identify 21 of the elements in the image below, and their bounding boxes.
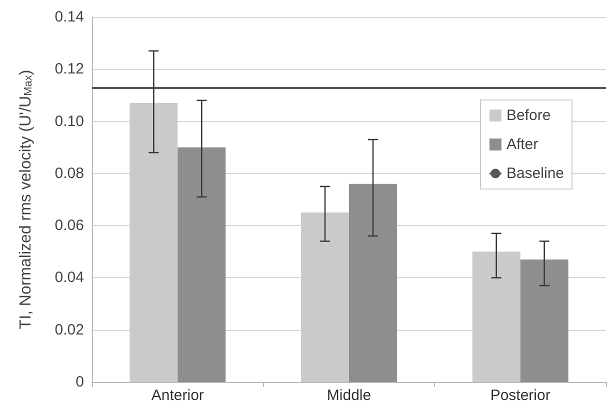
- y-tick-label: 0.12: [54, 60, 84, 78]
- y-tick-label: 0.10: [54, 112, 84, 130]
- x-tick-label: Anterior: [151, 387, 204, 404]
- y-axis-title: TI, Normalized rms velocity (U'/UMax): [18, 70, 34, 330]
- bar: [130, 103, 178, 382]
- bar: [178, 147, 226, 382]
- x-tick-label: Middle: [326, 387, 372, 404]
- bar: [301, 212, 349, 382]
- y-tick-label: 0.04: [54, 269, 84, 286]
- legend-label: Before: [506, 107, 551, 124]
- bar: [520, 259, 568, 382]
- legend-label: Baseline: [506, 165, 564, 182]
- y-tick-label: 0: [76, 374, 84, 390]
- y-tick-label: 0.02: [54, 321, 84, 338]
- bar: [472, 252, 520, 382]
- y-tick-label: 0.08: [54, 164, 84, 182]
- bar: [349, 184, 397, 382]
- y-tick-label: 0.14: [54, 8, 84, 26]
- legend-label: After: [506, 136, 538, 153]
- x-tick-label: Posterior: [490, 387, 550, 404]
- y-tick-label: 0.06: [54, 217, 84, 234]
